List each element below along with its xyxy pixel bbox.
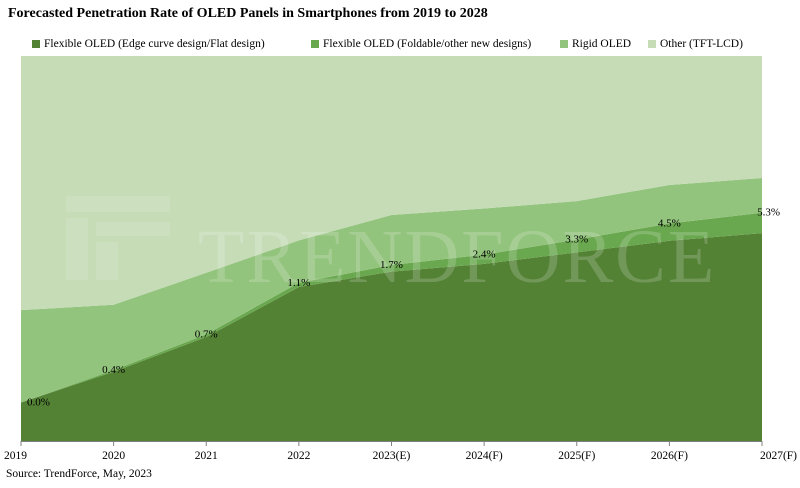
legend-label: Rigid OLED [572, 38, 632, 50]
x-tick-label: 2027(F) [760, 450, 797, 462]
data-label: 3.3% [565, 234, 588, 246]
data-label: 0.7% [195, 328, 218, 340]
data-label: 2.4% [473, 249, 496, 261]
area-series-2 [21, 178, 762, 403]
legend-swatch [560, 40, 568, 48]
legend-swatch [32, 40, 40, 48]
x-tick-label: 2021 [195, 450, 218, 462]
area-series-0 [21, 233, 762, 441]
data-label: 5.3% [757, 207, 780, 219]
watermark: TRENDFORCE [66, 196, 716, 299]
legend-item-flexible-foldable: Flexible OLED (Foldable/other new design… [311, 38, 531, 50]
x-tick-label: 2020 [102, 450, 125, 462]
legend-item-rigid-oled: Rigid OLED [560, 38, 631, 50]
legend-item-other-tft-lcd: Other (TFT-LCD) [648, 38, 743, 50]
x-tick-label: 2025(F) [558, 450, 595, 462]
legend-label: Other (TFT-LCD) [660, 38, 743, 50]
x-tick-label: 2022 [287, 450, 310, 462]
legend-item-flexible-edge: Flexible OLED (Edge curve design/Flat de… [32, 38, 265, 50]
data-label: 0.0% [27, 397, 50, 409]
legend-label: Flexible OLED (Foldable/other new design… [323, 38, 532, 50]
x-tick-label: 2019 [4, 450, 27, 462]
data-label: 4.5% [658, 217, 681, 229]
trendforce-logo [66, 196, 170, 280]
legend: Flexible OLED (Edge curve design/Flat de… [0, 38, 800, 54]
area-series-3 [21, 56, 762, 311]
x-axis: 2019 2020 2021 2022 2023(E) 2024(F) 2025(F) 202… [4, 441, 797, 462]
legend-swatch [648, 40, 656, 48]
x-tick-label: 2024(F) [466, 450, 503, 462]
source-note: Source: TrendForce, May, 2023 [6, 468, 152, 480]
legend-label: Flexible OLED (Edge curve design/Flat de… [44, 38, 265, 50]
data-labels: 0.0% 0.4% 0.7% 1.1% 1.7% 2.4% 3.3% 4.5% 5.3% [27, 207, 780, 409]
legend-swatch [311, 40, 319, 48]
x-tick-label: 2026(F) [651, 450, 688, 462]
data-label: 0.4% [102, 364, 125, 376]
x-tick-label: 2023(E) [373, 450, 411, 462]
watermark-text: TRENDFORCE [198, 215, 716, 299]
data-label: 1.1% [287, 277, 310, 289]
area-series-1 [21, 212, 762, 403]
area-layers [21, 56, 762, 441]
data-label: 1.7% [380, 259, 403, 271]
chart-title: Forecasted Penetration Rate of OLED Pane… [8, 6, 488, 21]
